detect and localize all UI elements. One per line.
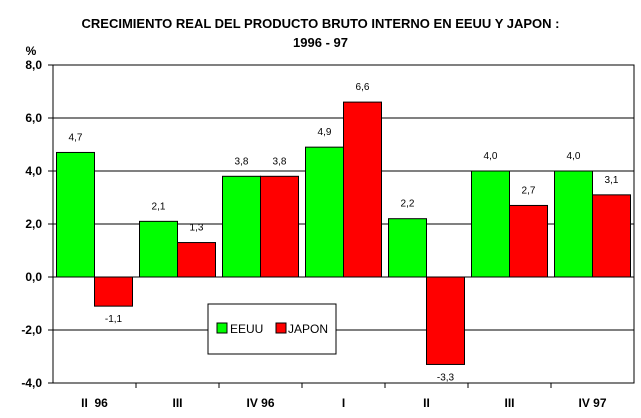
legend-swatch-japon (275, 322, 287, 334)
bar-eeuu (554, 170, 593, 278)
x-tick-label: IV 97 (578, 396, 606, 410)
axes: 8,06,04,02,00,0-2,0-4,0%II 96 III IV 96 I II… (21, 44, 635, 410)
data-label: 6,6 (356, 82, 370, 93)
data-label: 4,7 (69, 132, 83, 143)
bar-japon (592, 194, 631, 278)
data-label: 4,0 (484, 151, 498, 162)
data-label: 4,0 (567, 151, 581, 162)
chart-title: CRECIMIENTO REAL DEL PRODUCTO BRUTO INTE… (0, 14, 641, 52)
y-tick-label: 4,0 (25, 164, 42, 178)
data-label: 1,3 (190, 223, 204, 234)
x-tick-label: III (504, 396, 514, 410)
data-label: 2,2 (401, 199, 415, 210)
bar-eeuu (56, 151, 95, 278)
bar-eeuu (388, 218, 427, 278)
chart-title-line-1: CRECIMIENTO REAL DEL PRODUCTO BRUTO INTE… (81, 16, 560, 31)
data-label: -1,1 (105, 314, 123, 325)
legend-label-japon: JAPON (288, 322, 328, 336)
legend-swatch-eeuu (216, 322, 228, 334)
bar-eeuu (222, 175, 261, 278)
bar-japon (94, 276, 133, 307)
bar-japon (509, 204, 548, 278)
bar-japon (177, 242, 216, 278)
y-tick-label: 8,0 (25, 58, 42, 72)
y-tick-label: 6,0 (25, 111, 42, 125)
data-label: 3,8 (273, 156, 287, 167)
legend-label-eeuu: EEUU (230, 322, 263, 336)
y-tick-label: -2,0 (21, 323, 42, 337)
y-tick-label: 2,0 (25, 217, 42, 231)
y-axis-label: % (26, 44, 37, 58)
bar-eeuu (471, 170, 510, 278)
data-label: 2,7 (522, 185, 536, 196)
x-tick-label: II 96 (81, 396, 108, 410)
y-tick-label: -4,0 (21, 376, 42, 390)
data-label: -3,3 (437, 372, 455, 383)
y-tick-label: 0,0 (25, 270, 42, 284)
legend: EEUU JAPON (207, 303, 337, 355)
bar-eeuu (305, 146, 344, 278)
bars (56, 101, 631, 365)
x-tick-label: III (172, 396, 182, 410)
data-label: 3,1 (605, 175, 619, 186)
legend-box (207, 303, 337, 355)
x-tick-label: IV 96 (246, 396, 274, 410)
bar-japon (260, 175, 299, 278)
bar-japon (426, 276, 465, 365)
data-labels: 4,7 2,1 3,8 4,9 2,2 4,0 4,0 -1,1 1,3 3,8 6,6 -3,3 2,… (69, 82, 619, 383)
data-label: 2,1 (152, 201, 166, 212)
chart-title-line-2: 1996 - 97 (293, 35, 348, 50)
data-label: 3,8 (235, 156, 249, 167)
x-tick-label: I (342, 396, 345, 410)
bar-eeuu (139, 220, 178, 278)
bar-japon (343, 101, 382, 278)
x-tick-label: II (423, 396, 430, 410)
data-label: 4,9 (318, 127, 332, 138)
